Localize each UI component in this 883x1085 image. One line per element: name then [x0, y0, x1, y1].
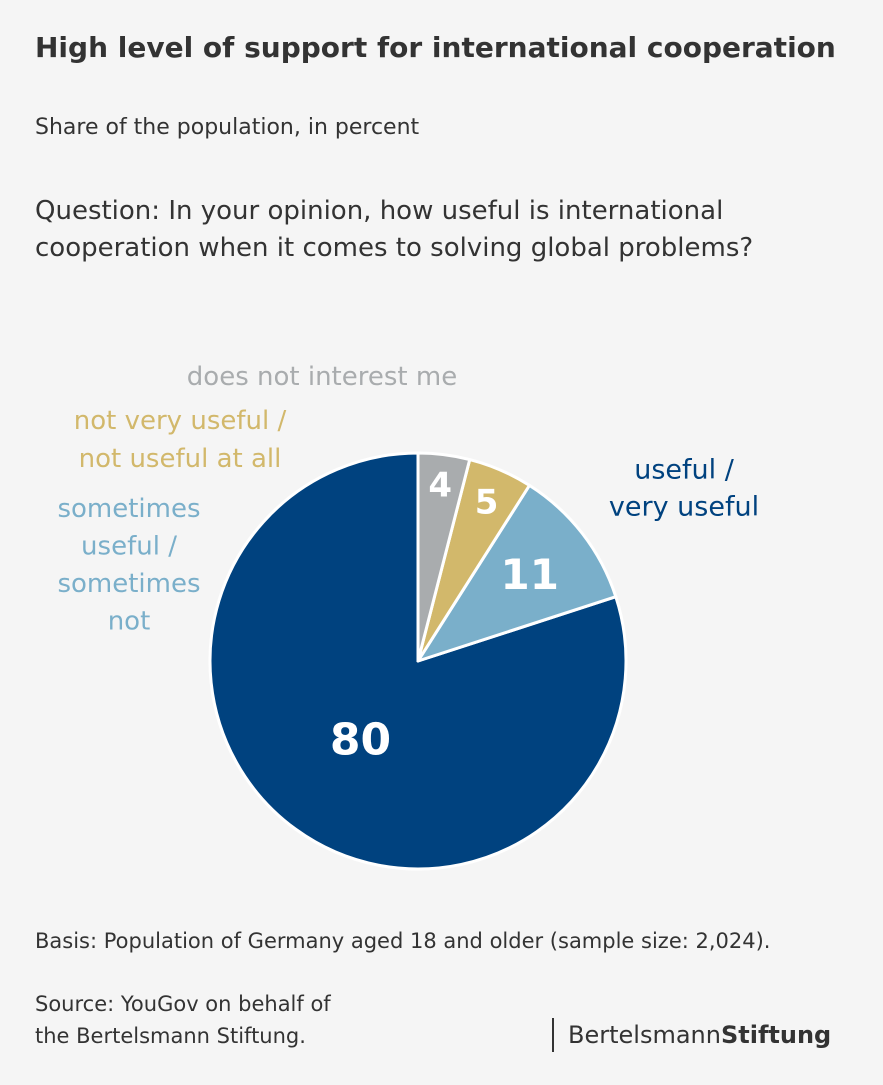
bertelsmann-stiftung-logo: BertelsmannStiftung [552, 1018, 831, 1052]
survey-question: Question: In your opinion, how useful is… [35, 193, 835, 267]
logo-text-bold: Stiftung [720, 1021, 832, 1049]
survey-question-line: Question: In your opinion, how useful is… [35, 196, 724, 226]
slice-category-label: not very useful / [74, 406, 287, 436]
slice-category-label: sometimes [57, 569, 200, 599]
pie-slice [416, 451, 472, 663]
chart-title: High level of support for international … [35, 31, 836, 64]
slice-category-label: does not interest me [187, 362, 457, 392]
slice-value-label: 4 [428, 466, 452, 506]
slice-category-label: useful / [81, 532, 177, 562]
logo-text-regular: Bertelsmann [568, 1021, 721, 1049]
slice-category-label: not [108, 607, 151, 637]
basis-note: Basis: Population of Germany aged 18 and… [35, 929, 771, 953]
survey-question-line: cooperation when it comes to solving glo… [35, 233, 754, 263]
slice-value-label: 5 [475, 483, 499, 523]
source-line: Source: YouGov on behalf of [35, 992, 331, 1016]
slice-value-label: 11 [501, 550, 559, 599]
source-note: Source: YouGov on behalf of the Bertelsm… [35, 988, 331, 1052]
slice-category-label: sometimes [57, 494, 200, 524]
slice-category-label: not useful at all [79, 444, 282, 474]
chart-subtitle: Share of the population, in percent [35, 115, 420, 140]
source-line: the Bertelsmann Stiftung. [35, 1024, 306, 1048]
slice-category-label: very useful [609, 492, 759, 523]
slice-value-label: 80 [330, 715, 391, 766]
pie-slice [416, 483, 618, 663]
slice-category-label: useful / [634, 455, 734, 486]
